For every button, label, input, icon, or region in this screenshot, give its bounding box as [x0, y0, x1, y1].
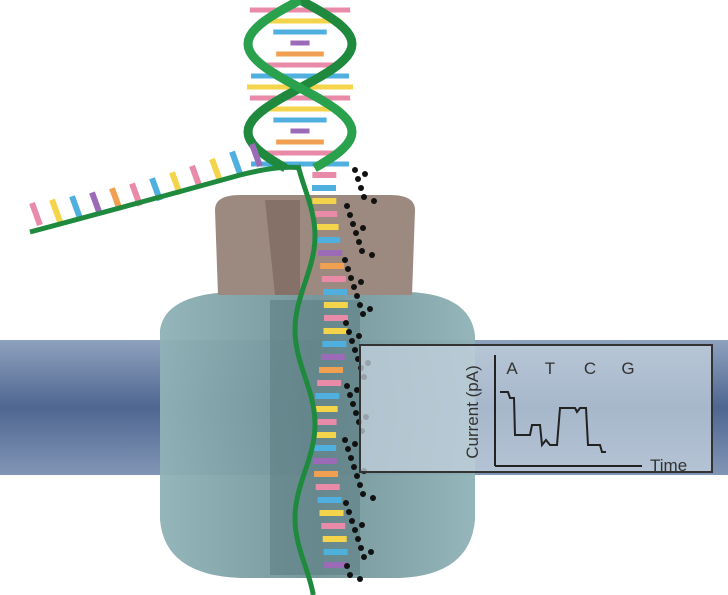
free-base — [29, 201, 43, 227]
ion — [359, 248, 365, 254]
ion — [357, 482, 363, 488]
base-label: C — [584, 359, 596, 378]
ion — [346, 329, 352, 335]
ion — [356, 333, 362, 339]
ion — [344, 203, 350, 209]
ion — [342, 437, 348, 443]
base-label: A — [506, 359, 518, 378]
base-label: G — [621, 359, 634, 378]
free-base — [229, 150, 243, 175]
ion — [358, 279, 364, 285]
ion — [358, 185, 364, 191]
base-label: T — [545, 359, 555, 378]
ion — [349, 338, 355, 344]
ion — [352, 347, 358, 353]
ion — [351, 464, 357, 470]
backbone — [243, 0, 357, 172]
free-base — [69, 195, 83, 220]
free-strand — [29, 164, 301, 235]
ion — [357, 302, 363, 308]
signal-inset — [359, 344, 713, 473]
ion — [351, 284, 357, 290]
ion — [370, 495, 376, 501]
ion — [342, 257, 348, 263]
backbone — [243, 0, 357, 172]
ion — [343, 500, 349, 506]
ion — [355, 536, 361, 542]
pore-cap-shade — [265, 200, 300, 295]
ion — [353, 410, 359, 416]
ion — [369, 252, 375, 258]
ion — [360, 491, 366, 497]
current-trace — [500, 391, 606, 453]
ion — [358, 545, 364, 551]
ion — [367, 306, 373, 312]
ion — [352, 527, 358, 533]
ion — [350, 221, 356, 227]
y-axis-label: Current (pA) — [463, 365, 482, 459]
ion — [346, 509, 352, 515]
ion — [371, 198, 377, 204]
ion — [359, 522, 365, 528]
ion — [347, 392, 353, 398]
ion — [352, 167, 358, 173]
ion — [354, 387, 360, 393]
x-axis-label: Time — [650, 456, 687, 475]
ion — [348, 455, 354, 461]
free-base — [89, 191, 103, 216]
ion — [350, 401, 356, 407]
ion — [356, 239, 362, 245]
ion — [345, 446, 351, 452]
ion — [354, 293, 360, 299]
ion — [360, 225, 366, 231]
ion — [355, 176, 361, 182]
ion — [368, 549, 374, 555]
ion — [347, 572, 353, 578]
ion — [348, 275, 354, 281]
ion — [349, 518, 355, 524]
threaded-strand — [292, 164, 318, 595]
free-base — [249, 143, 263, 168]
free-base — [209, 157, 223, 183]
ion — [352, 441, 358, 447]
ion — [347, 212, 353, 218]
ion — [354, 473, 360, 479]
ion — [362, 171, 368, 177]
ion — [353, 230, 359, 236]
ion — [360, 311, 366, 317]
ion — [357, 576, 363, 582]
ion — [344, 563, 350, 569]
free-base — [49, 198, 63, 223]
ion — [345, 266, 351, 272]
ion — [361, 194, 367, 200]
ion — [361, 554, 367, 560]
ion — [343, 320, 349, 326]
ion — [344, 383, 350, 389]
